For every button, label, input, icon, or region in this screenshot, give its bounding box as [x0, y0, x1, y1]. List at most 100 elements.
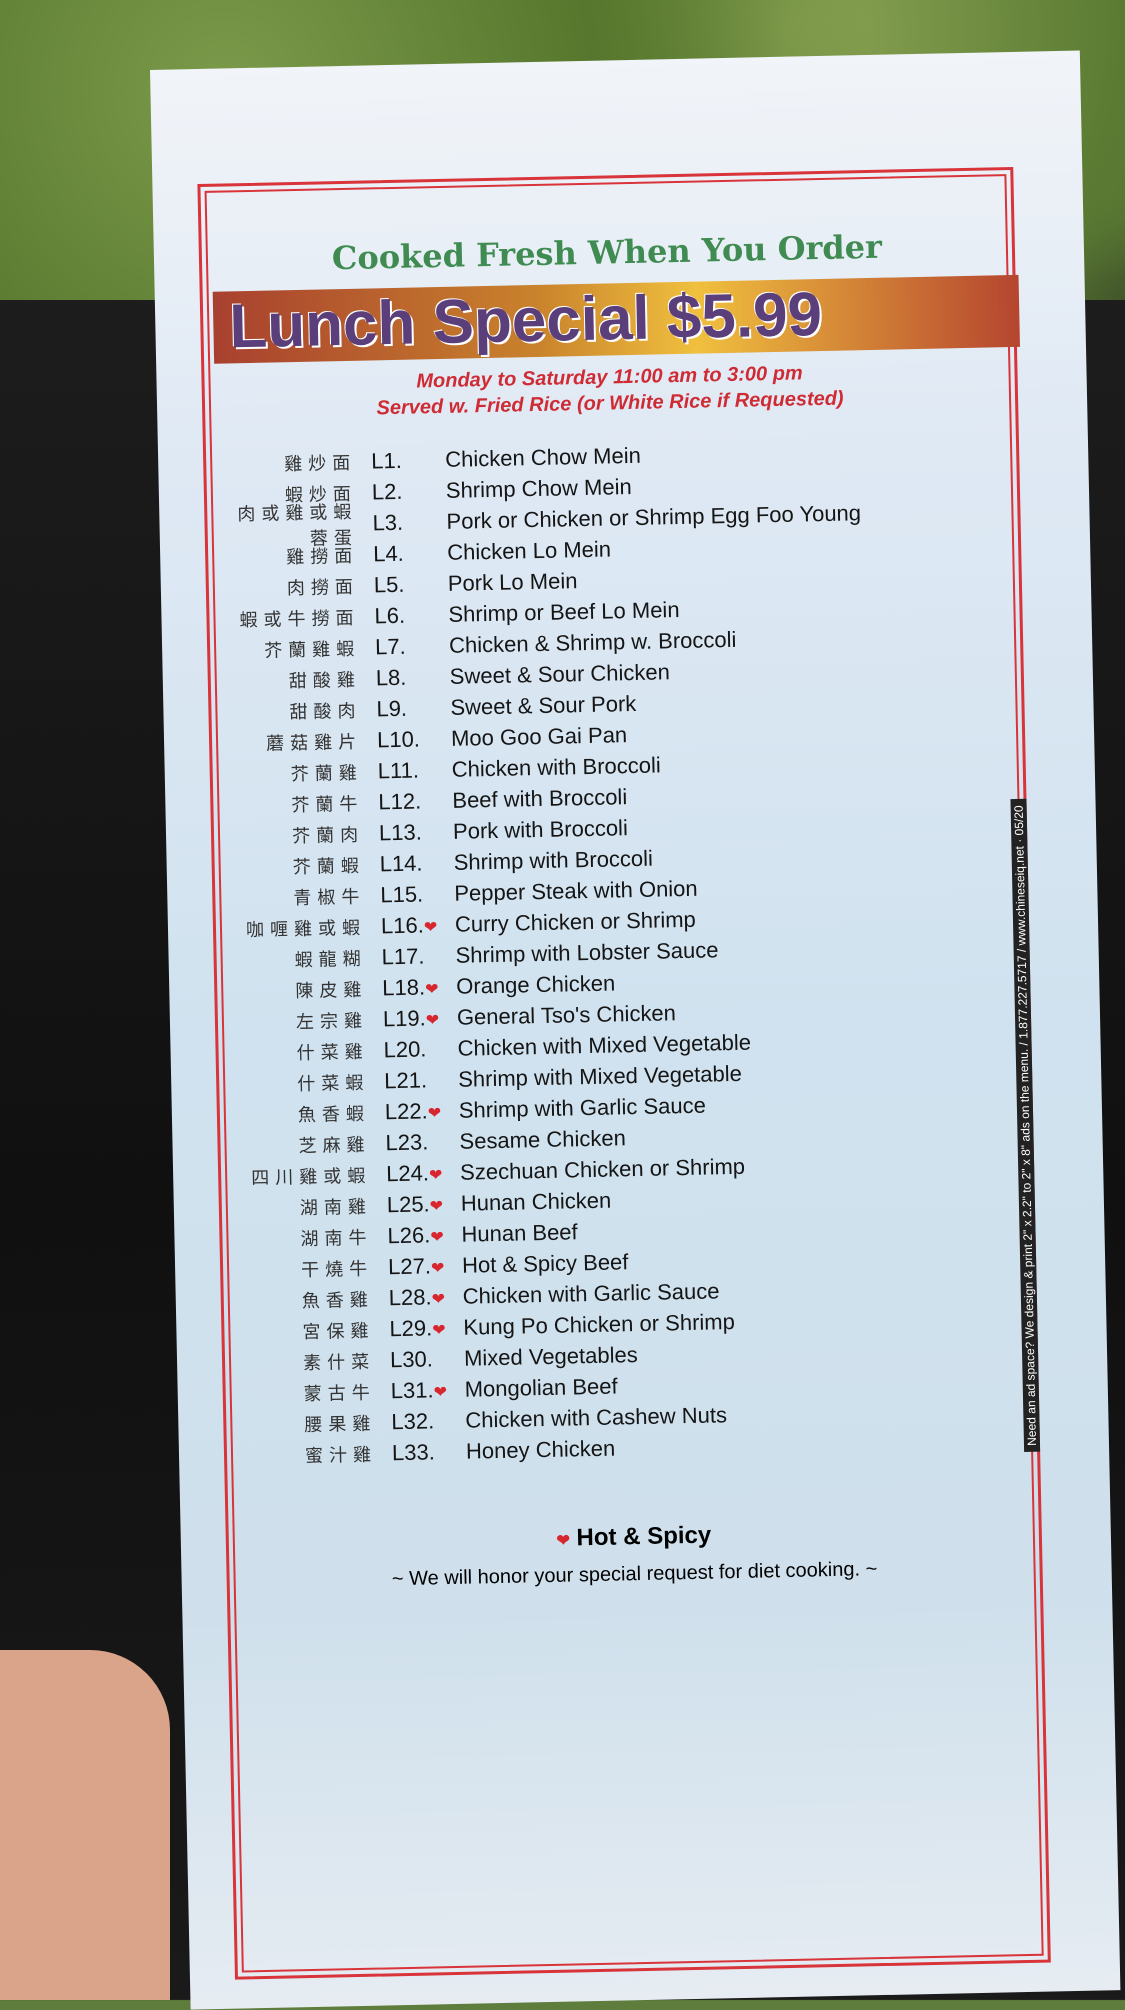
- item-code-text: L7.: [374, 633, 406, 659]
- item-code-text: L28.: [388, 1283, 432, 1310]
- item-code: L31.❤: [390, 1376, 461, 1403]
- item-code: L13.: [379, 818, 450, 845]
- item-code-text: L31.: [390, 1376, 434, 1403]
- item-code: L1.: [371, 446, 442, 473]
- item-code: L23.: [385, 1128, 456, 1155]
- chili-pepper-icon: ❤: [429, 1197, 444, 1215]
- item-code-text: L21.: [383, 1066, 428, 1093]
- chinese-name: 湖南牛: [300, 1227, 373, 1250]
- item-code-text: L18.: [382, 973, 426, 1000]
- item-code-text: L13.: [378, 818, 423, 845]
- chinese-name: 宮保雞: [302, 1320, 375, 1343]
- chinese-name: 雞炒面: [284, 452, 357, 475]
- item-code-text: L15.: [380, 880, 424, 907]
- item-name: Shrimp with Garlic Sauce: [458, 1092, 707, 1123]
- chinese-name: 湖南雞: [299, 1196, 373, 1219]
- chinese-name: 蝦或牛撈面: [239, 607, 360, 631]
- chili-pepper-icon: ❤: [424, 980, 439, 998]
- item-code: L10.: [377, 725, 448, 752]
- item-name: Shrimp with Lobster Sauce: [455, 936, 719, 968]
- legend-label: Hot & Spicy: [576, 1521, 712, 1552]
- item-name: Sesame Chicken: [459, 1124, 627, 1154]
- item-code-text: L32.: [391, 1407, 435, 1434]
- item-code: L30.: [390, 1345, 461, 1372]
- item-code: L16.❤: [381, 911, 452, 938]
- item-name: Pork with Broccoli: [452, 814, 629, 844]
- chinese-name: 干燒牛: [300, 1258, 374, 1281]
- item-code-text: L20.: [383, 1035, 427, 1062]
- item-name: Beef with Broccoli: [452, 783, 628, 813]
- menu-list: 雞炒面 L1. Chicken Chow Mein 蝦炒面 L2. Shrimp …: [221, 432, 1032, 1471]
- item-code-text: L26.: [387, 1221, 431, 1248]
- menu-flyer: Cooked Fresh When You Order Lunch Specia…: [150, 50, 1121, 2010]
- chinese-name: 芥蘭雞蝦: [263, 638, 361, 662]
- item-name: Hunan Beef: [461, 1218, 578, 1247]
- item-code-text: L3.: [372, 509, 404, 535]
- item-code: L11.: [377, 756, 448, 783]
- chili-pepper-icon: ❤: [423, 918, 438, 936]
- item-code: L28.❤: [388, 1283, 459, 1310]
- item-name: Shrimp or Beef Lo Mein: [448, 596, 680, 627]
- item-name: Kung Po Chicken or Shrimp: [463, 1308, 736, 1340]
- item-code: L32.: [391, 1407, 462, 1434]
- item-code: L27.❤: [388, 1252, 459, 1279]
- chili-pepper-icon: ❤: [556, 1532, 571, 1550]
- item-code-text: L10.: [376, 725, 421, 752]
- item-code: L29.❤: [389, 1314, 460, 1341]
- chinese-name: 什菜蝦: [297, 1072, 370, 1095]
- item-name: Mixed Vegetables: [463, 1341, 638, 1371]
- item-code-text: L22.: [384, 1097, 428, 1124]
- chinese-name: 什菜雞: [296, 1041, 369, 1064]
- chinese-name: 魚香蝦: [297, 1103, 371, 1126]
- item-code-text: L2.: [371, 478, 403, 504]
- hot-spicy-legend: ❤ Hot & Spicy: [229, 1515, 1039, 1560]
- item-name: General Tso's Chicken: [456, 999, 677, 1030]
- item-code-text: L12.: [378, 787, 422, 814]
- item-code-text: L9.: [376, 695, 408, 721]
- chinese-name: 肉撈面: [286, 576, 360, 599]
- item-code-text: L6.: [374, 602, 406, 628]
- item-code-text: L8.: [375, 664, 407, 690]
- item-name: Chicken with Mixed Vegetable: [457, 1029, 752, 1061]
- chinese-name: 咖喱雞或蝦: [245, 917, 367, 941]
- item-code: L26.❤: [387, 1221, 458, 1248]
- chili-pepper-icon: ❤: [430, 1259, 445, 1277]
- chili-pepper-icon: ❤: [427, 1104, 442, 1122]
- item-name: Chicken with Broccoli: [451, 751, 661, 782]
- chinese-name: 雞撈面: [286, 545, 359, 568]
- item-code: L19.❤: [383, 1004, 454, 1031]
- item-name: Chicken with Garlic Sauce: [462, 1277, 720, 1309]
- item-name: Shrimp with Mixed Vegetable: [457, 1060, 743, 1092]
- item-code-text: L4.: [372, 540, 405, 566]
- item-name: Honey Chicken: [465, 1435, 616, 1464]
- item-name: Curry Chicken or Shrimp: [454, 906, 697, 937]
- item-code: L8.: [376, 663, 447, 690]
- item-code: L3.: [372, 508, 443, 535]
- item-code-text: L16.: [380, 911, 425, 938]
- item-name: Chicken & Shrimp w. Broccoli: [448, 626, 737, 658]
- item-name: Orange Chicken: [455, 969, 616, 999]
- chinese-name: 芥蘭肉: [291, 824, 365, 847]
- hand: [0, 1650, 170, 2000]
- chinese-name: 陳皮雞: [295, 979, 368, 1002]
- item-name: Mongolian Beef: [464, 1372, 618, 1402]
- item-code: L6.: [374, 601, 445, 628]
- item-code-text: L5.: [373, 571, 405, 597]
- item-code-text: L33.: [391, 1438, 436, 1465]
- item-name: Shrimp Chow Mein: [445, 473, 632, 503]
- chinese-name: 芥蘭牛: [291, 793, 364, 816]
- menu-frame: Cooked Fresh When You Order Lunch Specia…: [197, 166, 1051, 1980]
- chinese-name: 蜜汁雞: [304, 1444, 378, 1467]
- item-code-text: L27.: [387, 1252, 432, 1279]
- item-code: L4.: [373, 539, 444, 566]
- item-name: Sweet & Sour Chicken: [449, 658, 671, 689]
- chinese-name: 甜酸雞: [288, 669, 362, 692]
- chinese-name: 芥蘭雞: [290, 762, 363, 785]
- item-code: L7.: [375, 632, 446, 659]
- item-code: L2.: [372, 477, 443, 504]
- item-code: L17.: [381, 942, 452, 969]
- item-code: L33.: [392, 1438, 463, 1465]
- chili-pepper-icon: ❤: [433, 1383, 448, 1401]
- chili-pepper-icon: ❤: [430, 1228, 444, 1246]
- chinese-name: 素什菜: [302, 1351, 376, 1374]
